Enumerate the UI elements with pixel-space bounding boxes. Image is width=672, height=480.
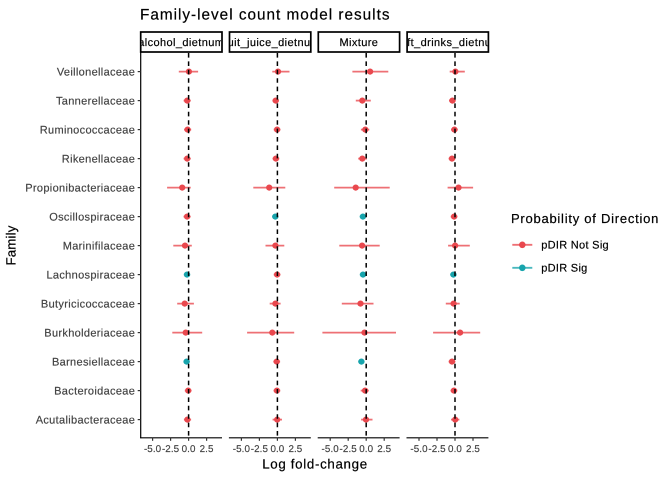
svg-text:Oscillospiraceae: Oscillospiraceae: [49, 212, 135, 224]
svg-text:2.5: 2.5: [466, 444, 480, 455]
svg-text:Log fold-change: Log fold-change: [262, 457, 368, 472]
svg-text:0.0: 0.0: [359, 444, 373, 455]
svg-text:Lachnospiraceae: Lachnospiraceae: [46, 270, 135, 282]
svg-text:-5.0: -5.0: [410, 444, 428, 455]
svg-text:Burkholderiaceae: Burkholderiaceae: [44, 328, 135, 340]
svg-text:Butyricicoccaceae: Butyricicoccaceae: [41, 299, 135, 311]
svg-text:pDIR Not Sig: pDIR Not Sig: [541, 240, 609, 252]
svg-text:pDIR Sig: pDIR Sig: [541, 263, 587, 275]
svg-text:0.0: 0.0: [270, 444, 284, 455]
svg-text:Probability of Direction: Probability of Direction: [511, 211, 659, 226]
svg-text:Veillonellaceae: Veillonellaceae: [57, 67, 135, 79]
svg-text:Family: Family: [4, 225, 19, 265]
svg-text:Tannerellaceae: Tannerellaceae: [56, 96, 135, 108]
svg-text:-5.0: -5.0: [144, 444, 162, 455]
svg-text:Marinifilaceae: Marinifilaceae: [63, 241, 135, 253]
svg-text:alcohol_dietnum: alcohol_dietnum: [138, 37, 224, 49]
svg-text:2.5: 2.5: [377, 444, 391, 455]
svg-text:Barnesiellaceae: Barnesiellaceae: [52, 357, 135, 369]
svg-text:Bacteroidaceae: Bacteroidaceae: [54, 386, 135, 398]
svg-text:fruit_juice_dietnum: fruit_juice_dietnum: [220, 37, 320, 49]
svg-text:-5.0: -5.0: [233, 444, 251, 455]
svg-text:Ruminococcaceae: Ruminococcaceae: [40, 125, 135, 137]
svg-text:2.5: 2.5: [288, 444, 302, 455]
svg-text:Rikenellaceae: Rikenellaceae: [62, 154, 135, 166]
svg-text:-2.5: -2.5: [428, 444, 446, 455]
svg-text:-2.5: -2.5: [340, 444, 358, 455]
svg-text:0.0: 0.0: [448, 444, 462, 455]
svg-text:Mixture: Mixture: [339, 37, 378, 49]
svg-text:Propionibacteriaceae: Propionibacteriaceae: [25, 183, 135, 195]
svg-text:0.0: 0.0: [182, 444, 196, 455]
svg-text:soft_drinks_dietnum: soft_drinks_dietnum: [395, 37, 501, 49]
svg-text:-5.0: -5.0: [322, 444, 340, 455]
svg-text:-2.5: -2.5: [251, 444, 269, 455]
svg-text:-2.5: -2.5: [162, 444, 180, 455]
svg-text:Acutalibacteraceae: Acutalibacteraceae: [36, 415, 136, 427]
svg-text:2.5: 2.5: [200, 444, 214, 455]
svg-text:Family-level count model resul: Family-level count model results: [140, 6, 390, 23]
